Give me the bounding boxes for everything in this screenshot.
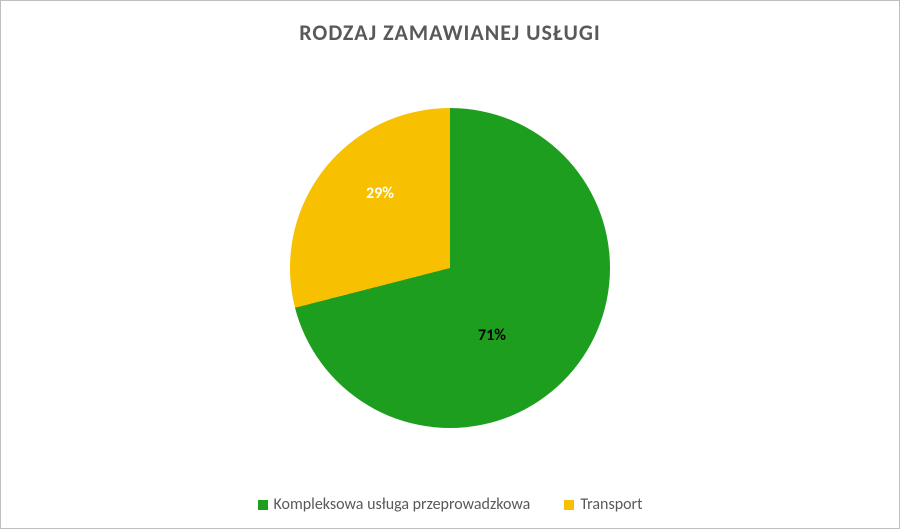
legend: Kompleksowa usługa przeprowadzkowa Trans… bbox=[258, 489, 643, 528]
legend-item-0: Kompleksowa usługa przeprowadzkowa bbox=[258, 495, 531, 514]
slice-label-1: 29% bbox=[366, 184, 394, 203]
pie-chart bbox=[290, 108, 610, 428]
plot-area: 71% 29% bbox=[1, 46, 899, 489]
slice-label-0: 71% bbox=[478, 326, 506, 345]
legend-item-1: Transport bbox=[564, 495, 642, 514]
chart-container: RODZAJ ZAMAWIANEJ USŁUGI 71% 29% Komplek… bbox=[0, 0, 900, 529]
legend-swatch-1 bbox=[564, 500, 574, 510]
legend-label-1: Transport bbox=[580, 495, 642, 514]
legend-label-0: Kompleksowa usługa przeprowadzkowa bbox=[274, 495, 531, 514]
legend-swatch-0 bbox=[258, 500, 268, 510]
pie-wrap: 71% 29% bbox=[290, 108, 610, 428]
chart-title: RODZAJ ZAMAWIANEJ USŁUGI bbox=[299, 19, 600, 46]
